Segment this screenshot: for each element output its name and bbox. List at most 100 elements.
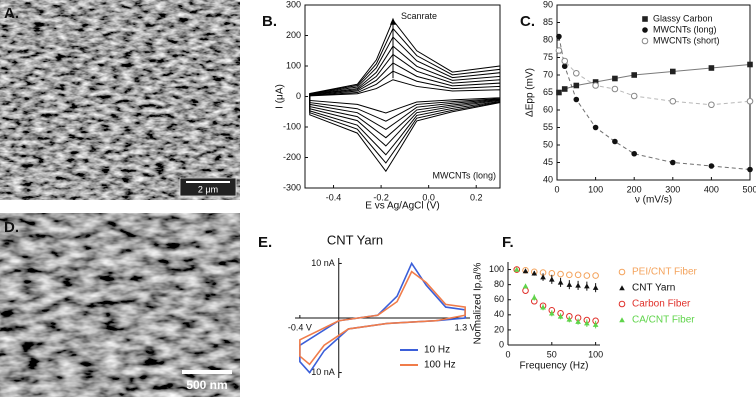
- fit-line: [558, 36, 751, 170]
- x-tick-label: 100: [588, 184, 603, 194]
- legend-label: PEI/CNT Fiber: [632, 267, 697, 278]
- annotation: Scanrate: [401, 11, 437, 21]
- marker: [566, 271, 573, 279]
- marker: [573, 96, 580, 103]
- marker: [618, 268, 626, 276]
- marker: [592, 321, 599, 327]
- x-tick-label: 0.0: [422, 192, 435, 202]
- x-tick-label: 100: [588, 349, 603, 359]
- marker: [670, 68, 676, 75]
- x-tick-label: 200: [627, 184, 642, 194]
- y-tick-label: -10 nA: [308, 367, 335, 377]
- fit-line: [558, 64, 751, 93]
- panel-label: D.: [4, 219, 19, 236]
- scale-label: 2 μm: [198, 184, 218, 194]
- marker: [670, 159, 676, 166]
- marker: [531, 294, 538, 300]
- legend-label: Carbon Fiber: [632, 299, 691, 310]
- marker: [592, 124, 599, 131]
- marker: [642, 27, 648, 33]
- marker: [669, 97, 677, 105]
- sem-image-a: A. 2 μm: [0, 0, 240, 200]
- marker: [522, 283, 529, 289]
- y-tick-label: 20: [494, 324, 504, 334]
- y-axis-label: ΔEpp (mV): [525, 68, 536, 117]
- panel-label: C.: [520, 13, 535, 30]
- marker: [566, 316, 573, 322]
- x-tick-label: 1.3 V: [455, 322, 476, 332]
- marker: [575, 318, 581, 324]
- marker: [592, 79, 599, 85]
- marker: [549, 310, 555, 316]
- marker: [619, 285, 625, 291]
- cv-curve: [309, 19, 501, 173]
- y-tick-label: 10 nA: [311, 258, 335, 268]
- x-tick-label: -0.2: [373, 192, 389, 202]
- y-tick-label: 300: [286, 0, 301, 9]
- y-tick-label: 40: [543, 174, 553, 184]
- y-tick-label: 70: [543, 69, 553, 79]
- image-texture: [0, 213, 240, 397]
- y-tick-label: 100: [489, 264, 504, 274]
- fit-line: [558, 50, 751, 106]
- image-texture: [0, 0, 240, 200]
- x-axis-label: E vs Ag/AgCl (V): [365, 201, 439, 212]
- marker: [575, 282, 581, 288]
- x-axis-label: Frequency (Hz): [520, 361, 589, 372]
- y-tick-label: 60: [494, 294, 504, 304]
- x-tick-label: 0: [505, 349, 510, 359]
- legend-label: MWCNTs (short): [653, 35, 720, 45]
- y-tick-label: -100: [283, 121, 301, 131]
- arrow-head: [389, 17, 396, 25]
- y-tick-label: 0: [499, 339, 504, 349]
- y-tick-label: 0: [296, 91, 301, 101]
- legend-label: MWCNTs (long): [653, 24, 717, 34]
- marker: [592, 284, 599, 290]
- marker: [522, 287, 529, 294]
- y-tick-label: 80: [494, 279, 504, 289]
- scale-label: 500 nm: [186, 378, 227, 392]
- y-tick-label: 45: [543, 157, 553, 167]
- marker: [747, 61, 753, 68]
- y-tick-label: 80: [543, 34, 553, 44]
- marker: [612, 138, 618, 145]
- y-tick-label: 50: [543, 139, 553, 149]
- marker: [631, 150, 637, 157]
- marker: [612, 75, 618, 82]
- marker: [641, 37, 649, 45]
- marker: [566, 281, 573, 287]
- marker: [557, 270, 564, 278]
- y-tick-label: -200: [283, 152, 301, 162]
- marker: [555, 47, 563, 54]
- legend-label: 100 Hz: [424, 360, 456, 371]
- panel-label: F.: [502, 234, 514, 251]
- marker: [611, 85, 619, 93]
- marker: [642, 16, 648, 22]
- marker: [573, 82, 580, 89]
- x-tick-label: 400: [704, 184, 719, 194]
- x-tick-label: 500: [742, 184, 756, 194]
- y-tick-label: 85: [543, 17, 553, 27]
- y-tick-label: 100: [286, 60, 301, 70]
- panel-label: E.: [258, 234, 272, 251]
- marker: [561, 63, 568, 70]
- marker: [573, 69, 580, 77]
- marker: [708, 163, 715, 169]
- marker: [708, 101, 715, 109]
- sem-image-d: D. 500 nm: [0, 213, 240, 397]
- marker: [583, 272, 591, 279]
- x-tick-label: 0.2: [470, 192, 483, 202]
- chart-title: CNT Yarn: [327, 232, 383, 247]
- marker: [557, 279, 564, 285]
- marker: [747, 166, 753, 173]
- cv-curve: [299, 270, 466, 366]
- y-axis-label: Normalized Ip,a/%: [473, 263, 484, 345]
- marker: [619, 317, 625, 323]
- cv-curve: [309, 36, 501, 156]
- legend-label: Glassy Carbon: [653, 13, 713, 23]
- marker: [557, 313, 564, 319]
- y-axis-label: I (μA): [275, 84, 286, 109]
- y-tick-label: 200: [286, 30, 301, 40]
- marker: [531, 270, 538, 276]
